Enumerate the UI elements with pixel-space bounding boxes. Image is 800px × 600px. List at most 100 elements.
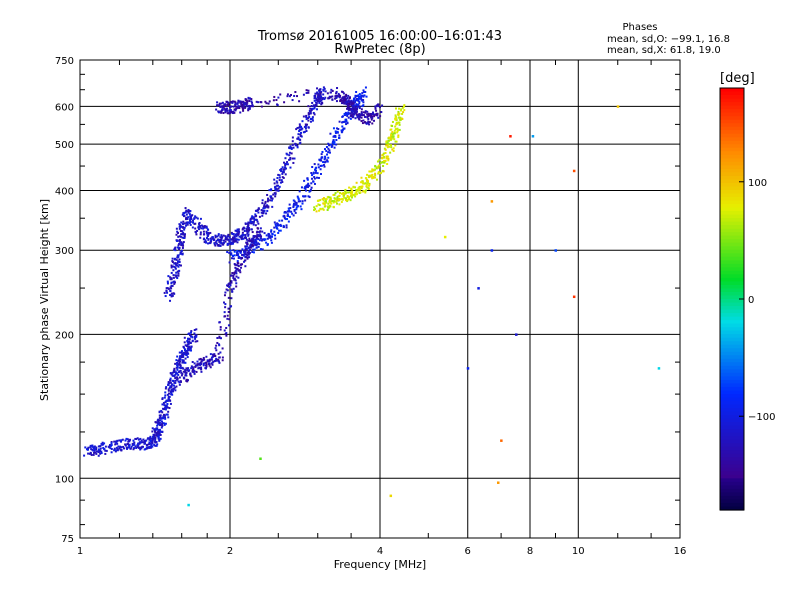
data-point — [182, 241, 185, 244]
data-point — [206, 232, 209, 235]
data-point — [162, 407, 165, 410]
data-point — [173, 262, 176, 265]
data-point — [165, 399, 168, 402]
data-point — [235, 235, 238, 238]
data-point — [283, 101, 286, 104]
data-point — [381, 154, 384, 157]
data-point — [260, 248, 263, 251]
data-point — [313, 99, 316, 102]
data-point — [341, 192, 344, 195]
data-point — [319, 94, 322, 97]
grid — [80, 60, 680, 538]
data-point — [233, 271, 236, 274]
data-point — [116, 439, 119, 442]
data-point — [155, 434, 158, 437]
data-point — [207, 233, 210, 236]
data-point — [173, 367, 176, 370]
data-point — [131, 442, 134, 445]
data-point — [186, 356, 189, 359]
data-point — [374, 113, 377, 116]
data-point — [222, 234, 225, 237]
data-point — [229, 241, 232, 244]
data-point — [249, 239, 252, 242]
data-point — [216, 104, 219, 107]
data-point — [214, 234, 217, 237]
data-point — [235, 282, 238, 285]
data-point — [381, 104, 384, 107]
data-point — [193, 372, 196, 375]
data-point — [193, 370, 196, 373]
data-point — [115, 446, 118, 449]
data-point — [255, 218, 258, 221]
colorbar-segment — [720, 197, 744, 202]
data-point — [241, 103, 244, 106]
data-point — [303, 125, 306, 128]
data-point — [255, 100, 258, 103]
data-point — [139, 437, 142, 440]
data-point — [140, 439, 143, 442]
data-point — [238, 269, 241, 272]
data-point — [351, 189, 354, 192]
colorbar-segment — [720, 418, 744, 423]
data-point — [159, 415, 162, 418]
data-point — [157, 436, 160, 439]
data-point — [368, 170, 371, 173]
data-point — [260, 101, 263, 104]
data-point — [294, 144, 297, 147]
data-point — [241, 253, 244, 256]
data-point — [244, 250, 247, 253]
scatter-point — [572, 169, 576, 173]
data-point — [167, 398, 170, 401]
data-point — [228, 261, 231, 264]
data-point — [391, 120, 394, 123]
colorbar-segment — [720, 323, 744, 328]
data-point — [272, 193, 275, 196]
data-point — [280, 167, 283, 170]
data-point — [231, 100, 234, 103]
data-point — [390, 144, 393, 147]
colorbar-segment — [720, 102, 744, 107]
data-point — [90, 453, 93, 456]
data-point — [204, 239, 207, 242]
data-point — [222, 106, 225, 109]
data-point — [170, 282, 173, 285]
data-point — [94, 448, 97, 451]
data-point — [375, 114, 378, 117]
data-point — [175, 275, 178, 278]
data-point — [293, 200, 296, 203]
data-point — [299, 134, 302, 137]
data-point — [257, 238, 260, 241]
data-point — [247, 223, 250, 226]
data-point — [221, 101, 224, 104]
data-point — [233, 237, 236, 240]
colorbar-label: [deg] — [720, 71, 755, 86]
data-point — [387, 142, 390, 145]
data-point — [237, 276, 240, 279]
data-point — [207, 232, 210, 235]
data-point — [358, 100, 361, 103]
data-point — [178, 381, 181, 384]
data-point — [375, 109, 378, 112]
colorbar-segment — [720, 126, 744, 131]
data-point — [310, 107, 313, 110]
data-point — [289, 145, 292, 148]
data-point — [214, 360, 217, 363]
data-point — [247, 234, 250, 237]
data-point — [350, 102, 353, 105]
data-point — [376, 160, 379, 163]
data-point — [182, 359, 185, 362]
data-point — [316, 100, 319, 103]
data-point — [399, 118, 402, 121]
data-point — [246, 241, 249, 244]
data-point — [352, 98, 355, 101]
data-point — [189, 219, 192, 222]
data-point — [211, 361, 214, 364]
data-point — [187, 211, 190, 214]
data-point — [244, 235, 247, 238]
data-point — [230, 305, 233, 308]
data-point — [236, 249, 239, 252]
data-point — [291, 140, 294, 143]
data-point — [309, 107, 312, 110]
data-point — [166, 393, 169, 396]
data-point — [177, 359, 180, 362]
